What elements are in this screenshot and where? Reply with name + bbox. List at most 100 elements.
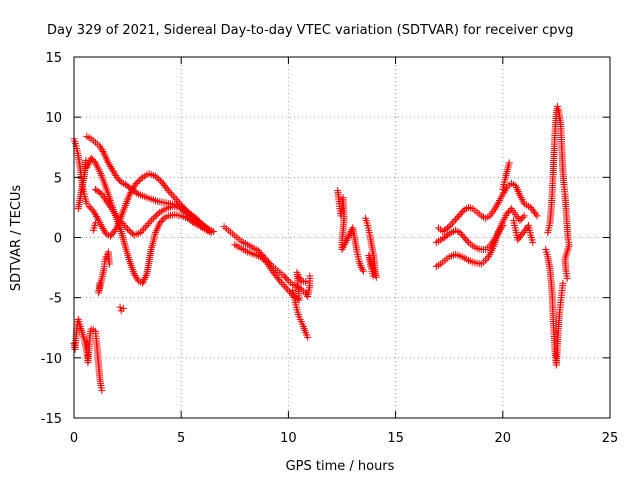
data-point bbox=[345, 231, 353, 239]
data-point bbox=[279, 280, 287, 288]
y-tick-label: -5 bbox=[49, 292, 62, 307]
data-point bbox=[137, 175, 145, 183]
data-point bbox=[135, 176, 143, 184]
data-point bbox=[185, 211, 193, 219]
data-point bbox=[258, 254, 266, 262]
data-point bbox=[257, 253, 265, 261]
data-point bbox=[131, 271, 139, 279]
data-point bbox=[98, 386, 106, 394]
data-point bbox=[134, 178, 142, 186]
data-point bbox=[284, 286, 292, 294]
data-point bbox=[457, 209, 465, 217]
data-point bbox=[519, 213, 527, 221]
data-point bbox=[499, 221, 507, 229]
data-series bbox=[432, 205, 528, 270]
data-point bbox=[109, 166, 117, 174]
data-point bbox=[99, 224, 107, 232]
data-point bbox=[172, 196, 180, 204]
data-point bbox=[133, 189, 141, 197]
data-point bbox=[563, 274, 571, 282]
data-point bbox=[132, 179, 140, 187]
data-point bbox=[342, 238, 350, 246]
data-point bbox=[533, 212, 541, 220]
data-point bbox=[96, 142, 104, 150]
x-axis-label: GPS time / hours bbox=[286, 459, 395, 474]
data-series bbox=[434, 159, 541, 246]
data-point bbox=[532, 210, 540, 218]
data-point bbox=[521, 227, 529, 235]
data-point bbox=[105, 260, 113, 268]
data-point bbox=[156, 177, 164, 185]
data-point bbox=[97, 144, 105, 152]
data-point bbox=[105, 161, 113, 169]
data-point bbox=[206, 227, 214, 235]
data-point bbox=[445, 223, 453, 231]
data-point bbox=[90, 157, 98, 165]
data-point bbox=[86, 204, 94, 212]
x-tick-label: 5 bbox=[177, 431, 185, 446]
data-point bbox=[260, 256, 268, 264]
data-point bbox=[342, 237, 350, 245]
data-point bbox=[496, 227, 504, 235]
data-point bbox=[120, 221, 128, 229]
data-point bbox=[522, 225, 530, 233]
y-tick-label: 15 bbox=[45, 51, 62, 66]
data-point bbox=[491, 204, 499, 212]
data-point bbox=[518, 230, 526, 238]
data-point bbox=[157, 217, 165, 225]
data-point bbox=[168, 190, 176, 198]
data-point bbox=[459, 232, 467, 240]
data-point bbox=[119, 304, 127, 312]
data-point bbox=[459, 207, 467, 215]
data-point bbox=[519, 229, 527, 237]
data-point bbox=[559, 279, 567, 287]
data-point bbox=[149, 214, 157, 222]
data-point bbox=[128, 230, 136, 238]
axis-ticks: 0 5 10 15 20 25 15 10 5 0 -5 -10 -15 bbox=[41, 51, 619, 446]
data-point bbox=[114, 175, 122, 183]
data-point bbox=[106, 163, 114, 171]
data-point bbox=[91, 219, 99, 227]
data-points bbox=[70, 102, 573, 394]
chart-title: Day 329 of 2021, Sidereal Day-to-day VTE… bbox=[47, 23, 573, 38]
data-series bbox=[83, 154, 211, 287]
data-point bbox=[277, 279, 285, 287]
data-point bbox=[520, 212, 528, 220]
data-point bbox=[155, 175, 163, 183]
y-tick-label: -15 bbox=[41, 412, 62, 427]
data-point bbox=[453, 214, 461, 222]
data-point bbox=[343, 235, 351, 243]
data-point bbox=[444, 231, 452, 239]
data-point bbox=[516, 232, 524, 240]
data-point bbox=[490, 206, 498, 214]
data-point bbox=[99, 147, 107, 155]
y-tick-label: -10 bbox=[41, 352, 62, 367]
data-point bbox=[460, 234, 468, 241]
data-point bbox=[553, 102, 561, 110]
data-point bbox=[493, 200, 501, 208]
data-point bbox=[499, 185, 507, 193]
y-tick-label: 10 bbox=[45, 111, 62, 126]
data-point bbox=[529, 238, 537, 246]
data-point bbox=[82, 156, 90, 164]
data-point bbox=[96, 189, 104, 197]
data-series bbox=[220, 223, 314, 304]
data-point bbox=[340, 242, 348, 250]
data-point bbox=[117, 218, 125, 226]
data-point bbox=[261, 257, 269, 265]
data-point bbox=[369, 272, 377, 280]
data-point bbox=[282, 284, 290, 292]
y-axis-label: SDTVAR / TECUs bbox=[9, 185, 24, 292]
data-point bbox=[457, 230, 465, 238]
data-point bbox=[171, 194, 179, 202]
data-point bbox=[462, 235, 470, 243]
data-point bbox=[126, 190, 134, 198]
data-point bbox=[304, 333, 312, 341]
data-point bbox=[125, 227, 133, 235]
data-series bbox=[289, 286, 312, 341]
data-point bbox=[497, 225, 505, 233]
data-point bbox=[87, 154, 95, 162]
data-point bbox=[338, 246, 346, 254]
data-point bbox=[339, 244, 347, 252]
data-point bbox=[359, 267, 367, 275]
